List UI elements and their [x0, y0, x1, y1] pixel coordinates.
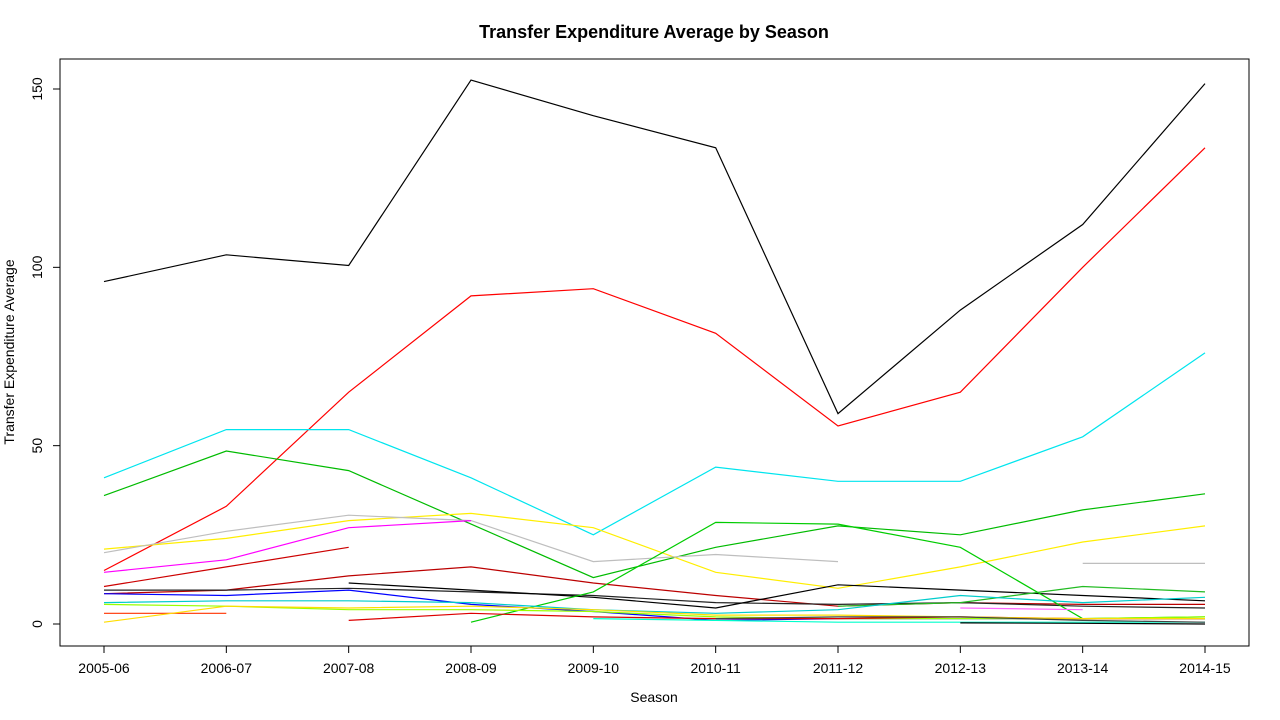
- x-tick-label: 2013-14: [1057, 660, 1109, 676]
- series-line-1: [103, 79, 1206, 415]
- series-line-14: [837, 585, 1206, 607]
- x-tick-label: 2014-15: [1179, 660, 1231, 676]
- x-tick-label: 2009-10: [568, 660, 620, 676]
- series-line-22: [715, 616, 1206, 623]
- chart-title: Transfer Expenditure Average by Season: [479, 22, 829, 42]
- series-line-19: [103, 605, 1205, 623]
- x-tick-label: 2011-12: [813, 660, 864, 676]
- x-tick-label: 2005-06: [78, 660, 130, 676]
- x-tick-label: 2010-11: [690, 660, 741, 676]
- series-layer: [103, 79, 1206, 625]
- series-line-8: [103, 546, 349, 588]
- y-tick-label: 150: [29, 77, 45, 101]
- x-axis-label: Season: [630, 689, 677, 705]
- series-line-3: [103, 352, 1206, 536]
- series-line-4: [103, 450, 1206, 579]
- x-axis: 2005-06 2006-07 2007-08 2008-09 2009-10 2010-…: [78, 645, 1231, 676]
- y-tick-label: 100: [29, 255, 45, 279]
- y-tick-label: 50: [29, 438, 45, 454]
- series-line-23: [960, 622, 1206, 625]
- x-tick-label: 2012-13: [935, 660, 987, 676]
- y-tick-label: 0: [29, 620, 45, 628]
- series-line-9: [103, 566, 1205, 607]
- series-line-5: [103, 512, 1206, 589]
- x-tick-label: 2006-07: [201, 660, 253, 676]
- series-line-11: [348, 582, 1206, 609]
- series-line-20: [960, 607, 1083, 611]
- series-line-21: [593, 618, 1205, 623]
- y-axis-label: Transfer Expenditure Average: [1, 259, 17, 444]
- series-line-15: [103, 594, 1206, 614]
- series-line-10: [104, 587, 1206, 609]
- x-tick-label: 2008-09: [445, 660, 497, 676]
- y-axis: 0 50 100 150: [29, 77, 61, 628]
- series-line-2: [103, 147, 1206, 572]
- series-line-7: [103, 520, 472, 573]
- x-tick-label: 2007-08: [323, 660, 375, 676]
